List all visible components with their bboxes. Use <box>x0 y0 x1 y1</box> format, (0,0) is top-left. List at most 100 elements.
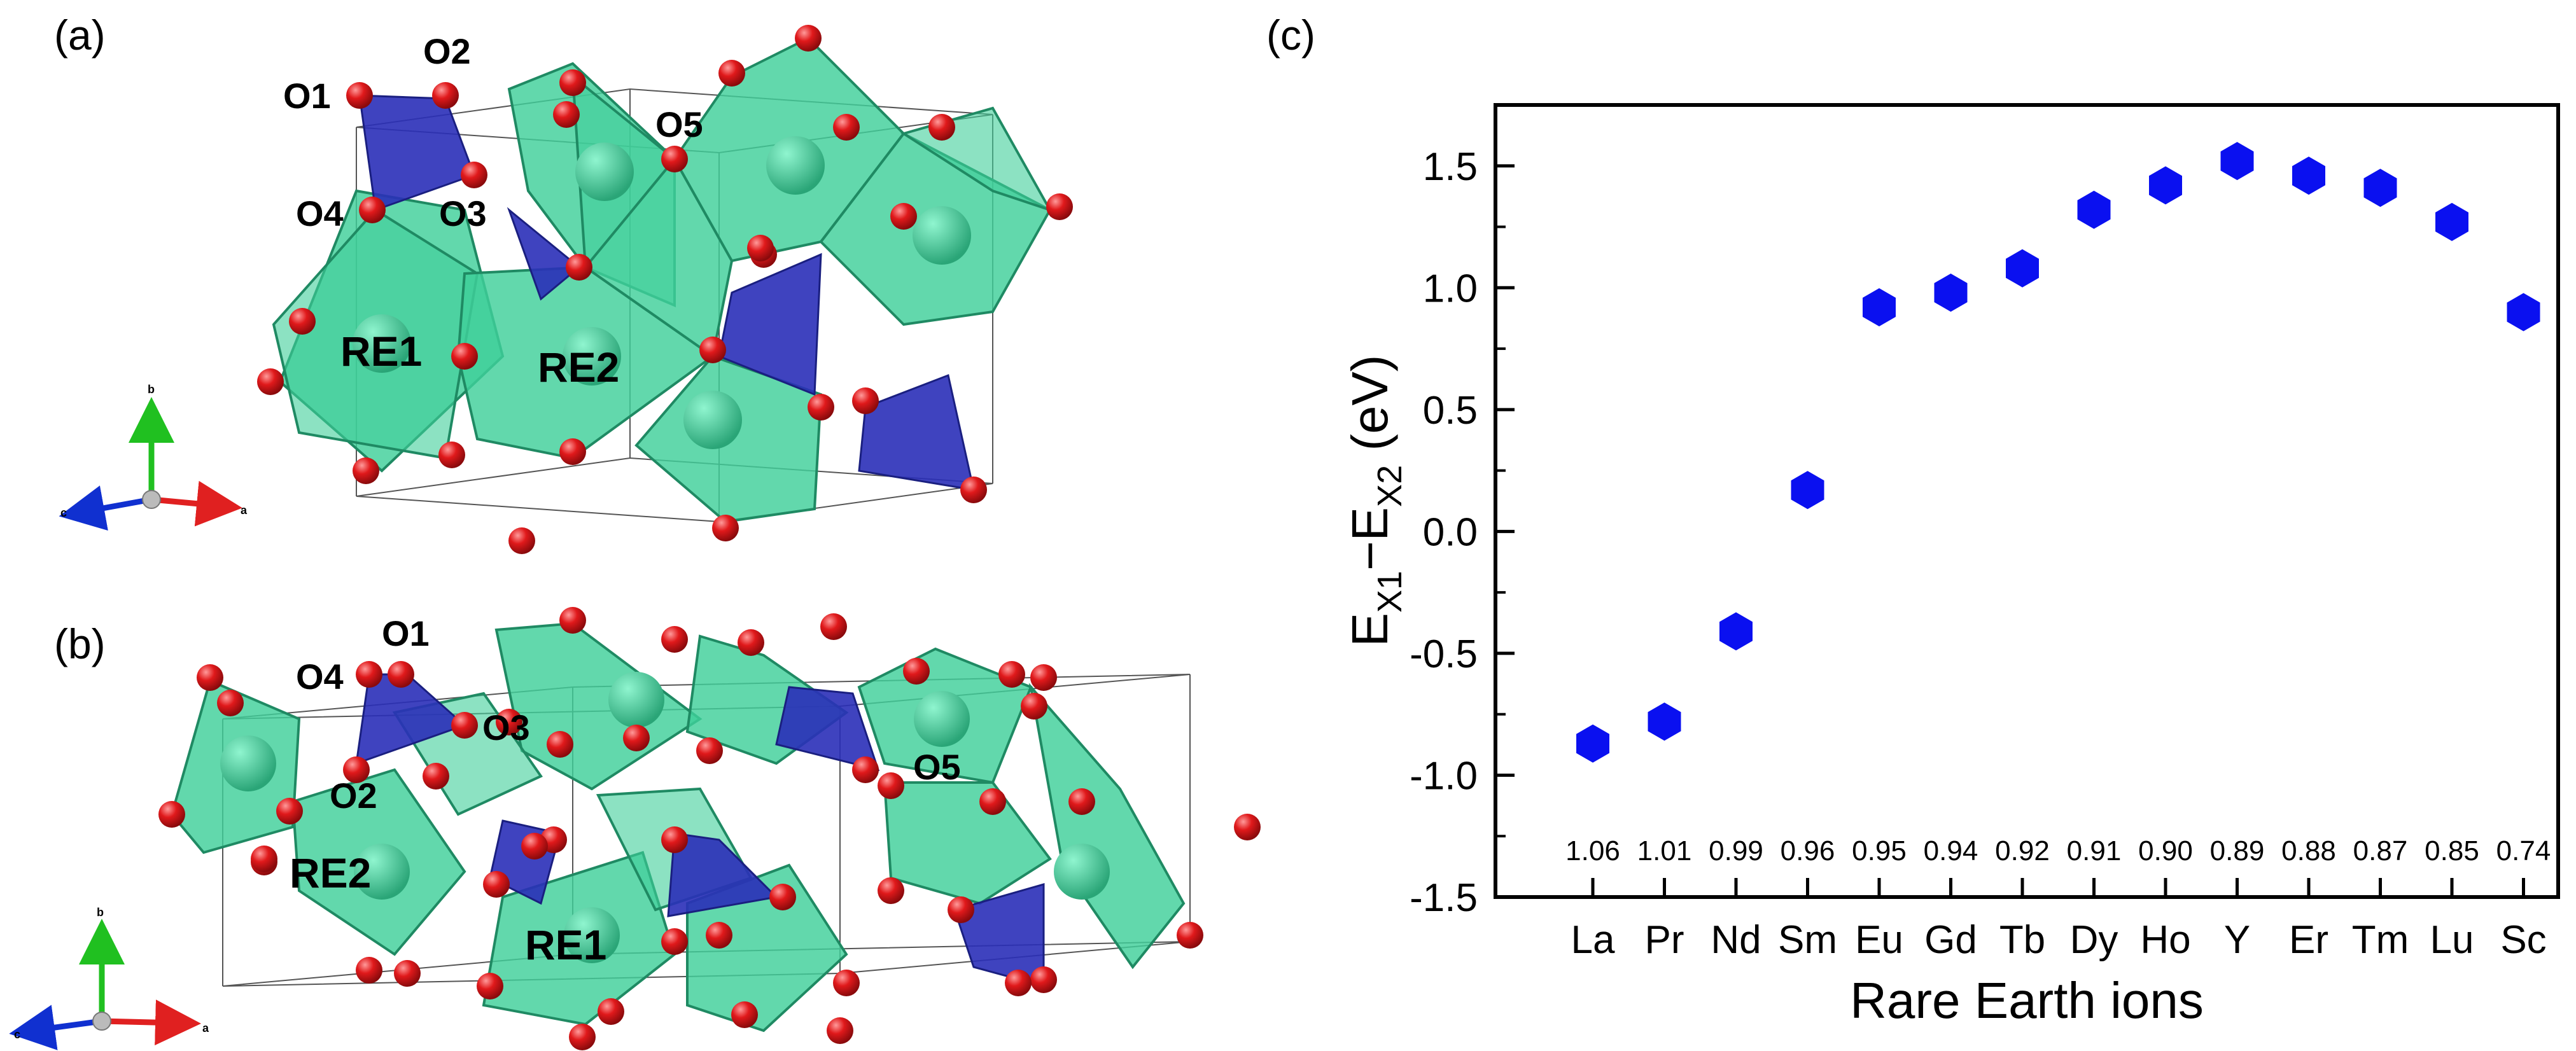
panel-b-structure: O1 O4 O3 O2 O5 RE2 RE1 b a c <box>9 607 1261 1050</box>
radius-annotation: 0.88 <box>2281 835 2336 867</box>
y-tick-label: 0.5 <box>1423 389 1478 433</box>
radius-annotation: 0.85 <box>2425 835 2479 867</box>
x-axis: La Pr Nd Sm Eu Gd Tb Dy Ho Y Er Tm Lu Sc <box>1571 878 2547 962</box>
y-axis-title-main-2: E <box>1341 507 1398 541</box>
site-label: RE2 <box>290 849 371 896</box>
y-tick-label: -1.0 <box>1410 754 1478 798</box>
atom-label: O4 <box>296 657 344 697</box>
radius-annotation: 0.91 <box>2067 835 2122 867</box>
panel-b-label: (b) <box>54 620 106 667</box>
y-axis-title-sub2: X2 <box>1371 465 1409 507</box>
axis-label: b <box>148 383 155 396</box>
y-axis-title-sub1: X1 <box>1371 571 1409 613</box>
y-axis-title-dash: − <box>1341 541 1398 571</box>
re-atoms <box>220 672 1110 963</box>
data-point <box>1791 471 1824 510</box>
atom-label: O3 <box>482 707 530 748</box>
radius-annotation: 1.01 <box>1637 835 1692 867</box>
atom-label: O2 <box>423 31 471 71</box>
y-axis-title-main: E <box>1341 613 1398 646</box>
atom-label: O2 <box>330 776 377 816</box>
radius-annotation: 1.06 <box>1565 835 1620 867</box>
atom-label: O4 <box>296 193 344 233</box>
x-axis-title: Rare Earth ions <box>1850 972 2204 1029</box>
data-point <box>2507 293 2540 331</box>
panel-a-label: (a) <box>54 11 106 59</box>
atom-label: O3 <box>439 193 487 233</box>
panel-a: (a) <box>54 11 1073 554</box>
y-axis-title-unit: (eV) <box>1341 355 1398 465</box>
x-tick-label: Ho <box>2140 918 2190 962</box>
data-point <box>1576 724 1609 763</box>
site-label: RE1 <box>340 328 422 375</box>
atom-labels-a: O1 O2 O5 O4 O3 RE1 RE2 <box>283 31 703 391</box>
x-tick-label: Lu <box>2430 918 2474 962</box>
axis-triad-b: b a c <box>9 906 209 1050</box>
radius-annotation: 0.95 <box>1852 835 1907 867</box>
x-tick-label: Sm <box>1778 918 1837 962</box>
data-point <box>2435 202 2468 241</box>
x-tick-label: Sc <box>2500 918 2546 962</box>
data-point <box>2149 166 2182 205</box>
radius-annotation: 0.94 <box>1924 835 1978 867</box>
y-axis: -1.5 -1.0 -0.5 0.0 0.5 1.0 1.5 <box>1410 145 1515 920</box>
axis-label: a <box>202 1022 209 1034</box>
axis-triad-a: b a c <box>59 383 248 531</box>
data-points <box>1576 142 2540 763</box>
atom-label: O5 <box>655 104 703 144</box>
y-tick-label: -1.5 <box>1410 876 1478 920</box>
y-tick-label: -0.5 <box>1410 632 1478 676</box>
panel-c-label: (c) <box>1266 11 1315 59</box>
radius-annotations: 1.06 1.01 0.99 0.96 0.95 0.94 0.92 0.91 0.90 0.89… <box>1565 835 2551 867</box>
data-point <box>1934 274 1968 312</box>
oxygen-atoms <box>257 25 1073 554</box>
radius-annotation: 0.89 <box>2210 835 2265 867</box>
site-label: RE2 <box>538 344 619 391</box>
x-tick-label: Pr <box>1645 918 1684 962</box>
data-point <box>2292 157 2325 195</box>
radius-annotation: 0.96 <box>1781 835 1835 867</box>
radius-annotation: 0.92 <box>1995 835 2050 867</box>
atom-label: O1 <box>382 613 430 653</box>
oxygen-atoms <box>158 607 1261 1050</box>
data-point <box>2006 249 2039 288</box>
radius-annotation: 0.90 <box>2138 835 2193 867</box>
axis-label: b <box>97 906 104 919</box>
y-tick-label: 1.5 <box>1423 145 1478 189</box>
radius-annotation: 0.74 <box>2496 835 2551 867</box>
data-point <box>1863 288 1896 326</box>
y-tick-label: 0.0 <box>1423 510 1478 554</box>
radius-annotation: 0.99 <box>1709 835 1763 867</box>
x-tick-label: Tb <box>1999 918 2045 962</box>
x-tick-label: Eu <box>1855 918 1903 962</box>
x-tick-label: La <box>1571 918 1615 962</box>
radius-annotation: 0.87 <box>2353 835 2408 867</box>
data-point <box>1648 702 1681 741</box>
x-tick-label: Gd <box>1924 918 1977 962</box>
data-point <box>2220 142 2254 181</box>
site-label: RE1 <box>525 921 606 968</box>
axis-label: c <box>60 506 67 519</box>
data-point <box>1719 612 1753 651</box>
axis-label: a <box>241 504 248 517</box>
atom-label: O5 <box>913 747 961 787</box>
plot-frame <box>1494 103 2560 899</box>
x-tick-label: Dy <box>2070 918 2118 962</box>
si-tetrahedra <box>358 94 975 491</box>
panel-c: (c) -1.5 -1.0 -0.5 0.0 0.5 1.0 1.5 La Pr Nd Sm Eu G… <box>1266 11 2560 1029</box>
panel-a-structure: O1 O2 O5 O4 O3 RE1 RE2 b a c <box>59 25 1073 554</box>
data-point <box>2077 190 2111 229</box>
axis-label: c <box>14 1028 20 1041</box>
x-tick-label: Y <box>2224 918 2250 962</box>
y-tick-label: 1.0 <box>1423 267 1478 310</box>
data-point <box>2363 169 2397 207</box>
re-atoms <box>353 136 971 449</box>
atom-label: O1 <box>283 76 331 116</box>
atom-labels-b: O1 O4 O3 O2 O5 RE2 RE1 <box>290 613 961 968</box>
x-tick-label: Nd <box>1711 918 1761 962</box>
x-tick-label: Tm <box>2352 918 2409 962</box>
y-axis-title: EX1−EX2 (eV) <box>1341 355 1409 647</box>
panel-b: (b) <box>9 607 1261 1050</box>
x-tick-label: Er <box>2289 918 2328 962</box>
